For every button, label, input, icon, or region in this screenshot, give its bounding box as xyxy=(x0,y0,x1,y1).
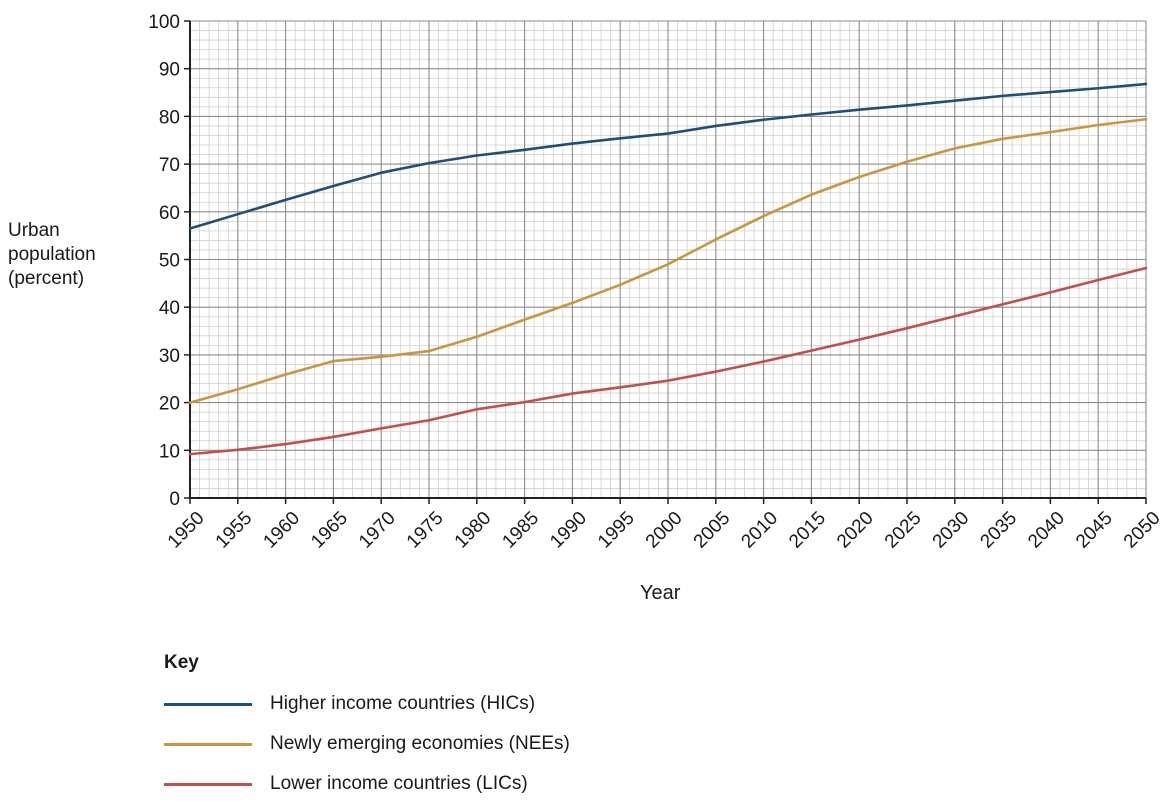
legend: Key Higher income countries (HICs) Newly… xyxy=(164,652,570,804)
legend-swatch-lics xyxy=(164,783,252,786)
y-tick-label: 80 xyxy=(159,107,180,128)
x-tick-label: 1990 xyxy=(546,508,591,553)
x-tick-label: 2045 xyxy=(1072,508,1117,553)
x-tick-label: 2030 xyxy=(929,508,974,553)
y-tick-label: 30 xyxy=(159,346,180,367)
y-axis-label: Urban population (percent) xyxy=(8,219,96,291)
legend-swatch-nees xyxy=(164,743,252,746)
major-grid xyxy=(190,21,1146,498)
x-tick-label: 1995 xyxy=(594,508,639,553)
y-tick-label: 0 xyxy=(169,489,180,510)
x-tick-label: 1985 xyxy=(498,508,543,553)
x-axis-label: Year xyxy=(640,582,680,605)
y-tick-label: 90 xyxy=(159,60,180,81)
x-tick-label: 2020 xyxy=(833,508,878,553)
x-tick-label: 2050 xyxy=(1120,508,1164,553)
x-tick-label: 1955 xyxy=(212,508,257,553)
y-tick-label: 100 xyxy=(148,12,180,33)
legend-item-lics: Lower income countries (LICs) xyxy=(164,764,570,804)
y-tick-label: 70 xyxy=(159,155,180,176)
x-tick-label: 2010 xyxy=(737,508,782,553)
x-tick-label: 2005 xyxy=(690,508,735,553)
legend-label-lics: Lower income countries (LICs) xyxy=(270,773,528,795)
x-tick-label: 2040 xyxy=(1024,508,1069,553)
x-tick-label: 2000 xyxy=(642,508,687,553)
legend-label-nees: Newly emerging economies (NEEs) xyxy=(270,733,570,755)
y-axis-label-line: (percent) xyxy=(8,267,96,291)
legend-swatch-hics xyxy=(164,703,252,706)
y-tick-label: 60 xyxy=(159,203,180,224)
x-tick-label: 2035 xyxy=(976,508,1021,553)
legend-item-nees: Newly emerging economies (NEEs) xyxy=(164,724,570,764)
y-tick-label: 40 xyxy=(159,298,180,319)
y-axis-label-line: Urban xyxy=(8,219,96,243)
legend-label-hics: Higher income countries (HICs) xyxy=(270,693,535,715)
y-tick-label: 20 xyxy=(159,394,180,415)
x-tick-label: 1950 xyxy=(164,508,209,553)
x-tick-label: 1975 xyxy=(403,508,448,553)
y-tick-label: 50 xyxy=(159,251,180,272)
x-tick-label: 1960 xyxy=(259,508,304,553)
y-tick-label: 10 xyxy=(159,441,180,462)
x-tick-label: 1980 xyxy=(451,508,496,553)
x-tick-label: 1970 xyxy=(355,508,400,553)
x-tick-label: 1965 xyxy=(307,508,352,553)
y-tick-labels: 0 10 20 30 40 50 60 70 80 90 100 xyxy=(148,12,180,510)
legend-title: Key xyxy=(164,652,570,674)
x-tick-label: 2025 xyxy=(881,508,926,553)
x-tick-label: 2015 xyxy=(785,508,830,553)
legend-item-hics: Higher income countries (HICs) xyxy=(164,684,570,724)
y-axis-label-line: population xyxy=(8,243,96,267)
